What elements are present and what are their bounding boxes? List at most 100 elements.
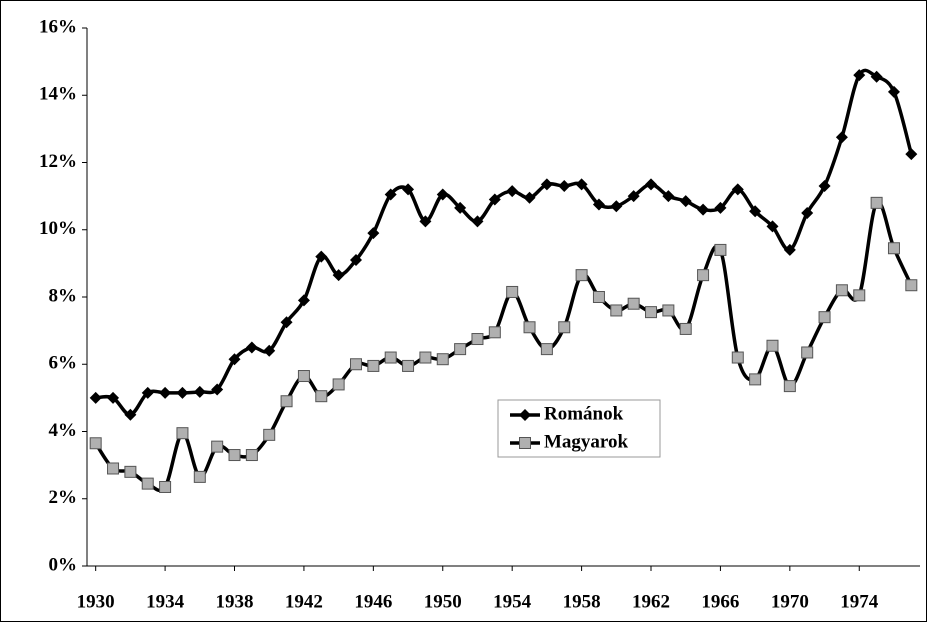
x-tick-label: 1962 xyxy=(632,591,670,612)
marker xyxy=(263,344,276,357)
series xyxy=(89,196,918,493)
marker xyxy=(315,390,328,403)
marker xyxy=(436,353,449,366)
marker xyxy=(697,269,710,282)
marker xyxy=(419,215,432,228)
legend: Románok Magyarok xyxy=(497,399,661,458)
marker xyxy=(488,326,501,339)
marker xyxy=(297,370,310,383)
marker xyxy=(176,427,189,440)
marker xyxy=(367,359,380,372)
marker xyxy=(870,70,883,83)
marker xyxy=(783,243,796,256)
marker xyxy=(558,321,571,334)
marker xyxy=(801,206,814,219)
marker xyxy=(558,180,571,193)
marker xyxy=(193,470,206,483)
marker xyxy=(610,304,623,317)
marker xyxy=(176,386,189,399)
y-tick-label: 0% xyxy=(49,554,78,575)
series xyxy=(89,68,918,421)
marker xyxy=(853,289,866,302)
legend-label: Románok xyxy=(544,403,624,424)
marker xyxy=(853,69,866,82)
marker xyxy=(89,391,102,404)
marker xyxy=(506,285,519,298)
legend-label: Magyarok xyxy=(544,431,629,452)
marker xyxy=(731,351,744,364)
marker xyxy=(454,343,467,356)
marker xyxy=(575,269,588,282)
marker xyxy=(245,449,258,462)
x-tick-label: 1950 xyxy=(424,591,462,612)
marker xyxy=(488,193,501,206)
marker xyxy=(645,178,658,191)
marker xyxy=(124,465,137,478)
marker xyxy=(297,294,310,307)
marker xyxy=(540,178,553,191)
x-tick-label: 1938 xyxy=(216,591,254,612)
x-tick-label: 1954 xyxy=(493,591,532,612)
marker xyxy=(835,131,848,144)
marker xyxy=(887,242,900,255)
marker xyxy=(402,183,415,196)
marker xyxy=(662,190,675,203)
marker xyxy=(592,291,605,303)
marker xyxy=(766,220,779,233)
marker xyxy=(714,201,727,214)
marker xyxy=(749,373,762,386)
marker xyxy=(228,353,241,366)
marker xyxy=(783,380,796,393)
marker xyxy=(519,437,531,449)
marker xyxy=(89,437,102,450)
marker xyxy=(818,311,831,324)
marker xyxy=(107,462,120,475)
marker xyxy=(540,343,553,356)
marker xyxy=(228,449,241,462)
y-tick-label: 12% xyxy=(39,151,77,172)
marker xyxy=(211,440,224,453)
marker xyxy=(107,391,120,404)
marker xyxy=(193,385,206,398)
marker xyxy=(124,408,137,421)
marker xyxy=(506,185,519,198)
y-tick-label: 6% xyxy=(49,353,78,374)
y-tick-label: 16% xyxy=(39,16,77,37)
marker xyxy=(471,333,484,346)
marker xyxy=(519,409,531,421)
marker xyxy=(645,306,658,319)
marker xyxy=(801,346,814,359)
marker xyxy=(141,477,154,490)
marker xyxy=(402,359,415,372)
marker xyxy=(887,85,900,98)
marker xyxy=(454,201,467,214)
marker xyxy=(384,188,397,201)
marker xyxy=(731,183,744,196)
marker xyxy=(714,243,727,256)
marker xyxy=(749,205,762,218)
marker xyxy=(349,254,362,267)
marker xyxy=(835,284,848,297)
x-tick-label: 1942 xyxy=(285,591,323,612)
marker xyxy=(679,195,692,208)
marker xyxy=(141,386,154,399)
marker xyxy=(471,215,484,228)
marker xyxy=(315,250,328,263)
x-tick-label: 1930 xyxy=(77,591,115,612)
marker xyxy=(523,191,536,204)
y-tick-label: 2% xyxy=(49,487,78,508)
x-tick-label: 1958 xyxy=(563,591,601,612)
marker xyxy=(332,378,345,391)
x-tick-label: 1946 xyxy=(354,591,392,612)
marker xyxy=(332,269,345,282)
marker xyxy=(627,190,640,203)
marker xyxy=(419,351,432,364)
marker xyxy=(870,196,883,209)
y-tick-label: 4% xyxy=(49,420,78,441)
marker xyxy=(245,341,258,354)
marker xyxy=(818,180,831,193)
marker xyxy=(575,178,588,191)
marker xyxy=(766,339,779,352)
